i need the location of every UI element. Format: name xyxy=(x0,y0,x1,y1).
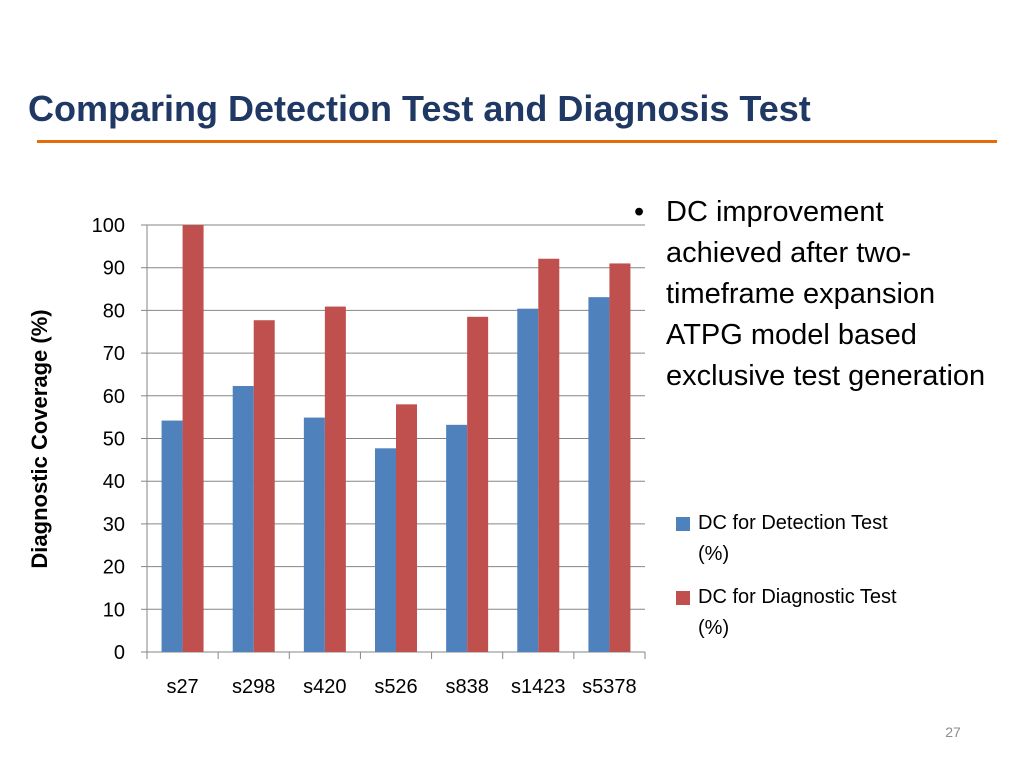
legend-swatch-diagnostic xyxy=(676,591,690,605)
bar-diagnostic xyxy=(609,263,631,652)
bar-chart: 0 10 20 30 40 50 60 70 80 90 100 s27 s298 s420 s526 s8… xyxy=(27,215,646,698)
y-tick-label: 70 xyxy=(103,343,125,365)
x-tick-label: s1423 xyxy=(511,676,566,698)
bar-detection xyxy=(375,448,396,652)
bars xyxy=(161,225,631,652)
x-tick-label: s27 xyxy=(166,676,198,698)
x-tick-label: s298 xyxy=(232,676,275,698)
bullet-text: DC improvement achieved after two-timefr… xyxy=(666,196,986,392)
x-tick-label: s526 xyxy=(374,676,417,698)
y-tick-label: 10 xyxy=(103,599,125,621)
bar-diagnostic xyxy=(324,306,346,652)
page-number: 27 xyxy=(945,724,961,740)
bar-diagnostic xyxy=(467,316,489,652)
x-tick-labels: s27 s298 s420 s526 s838 s1423 s5378 xyxy=(166,676,636,698)
bar-detection xyxy=(446,424,468,652)
y-tick-label: 90 xyxy=(103,258,125,280)
y-tick-labels: 0 10 20 30 40 50 60 70 80 90 100 xyxy=(92,215,125,664)
title-underline xyxy=(37,140,997,143)
y-tick-label: 100 xyxy=(92,215,125,237)
bar-diagnostic xyxy=(396,404,417,652)
y-tick-label: 50 xyxy=(103,429,125,451)
x-tick-label: s838 xyxy=(445,676,488,698)
y-tick-label: 30 xyxy=(103,514,125,536)
bar-diagnostic xyxy=(538,258,560,652)
bar-diagnostic xyxy=(182,225,204,652)
legend-swatch-detection xyxy=(676,517,690,531)
x-tick-label: s5378 xyxy=(582,676,637,698)
bar-diagnostic xyxy=(253,320,275,652)
y-tick-label: 80 xyxy=(103,300,125,322)
bar-detection xyxy=(232,385,254,652)
y-tick-label: 0 xyxy=(114,642,125,664)
y-tick-label: 60 xyxy=(103,386,125,408)
bar-detection xyxy=(517,308,539,652)
y-tick-label: 20 xyxy=(103,557,125,579)
slide-title: Comparing Detection Test and Diagnosis T… xyxy=(28,88,811,129)
bullet-dot: • xyxy=(634,196,645,228)
y-axis-label: Diagnostic Coverage (%) xyxy=(27,309,52,568)
x-tick-label: s420 xyxy=(303,676,346,698)
bar-detection xyxy=(588,297,610,652)
legend-label-diagnostic: DC for Diagnostic Test (%) xyxy=(698,586,897,639)
y-tick-label: 40 xyxy=(103,471,125,493)
legend-label-detection: DC for Detection Test (%) xyxy=(698,512,888,565)
bar-detection xyxy=(303,417,325,652)
bar-detection xyxy=(161,420,183,652)
